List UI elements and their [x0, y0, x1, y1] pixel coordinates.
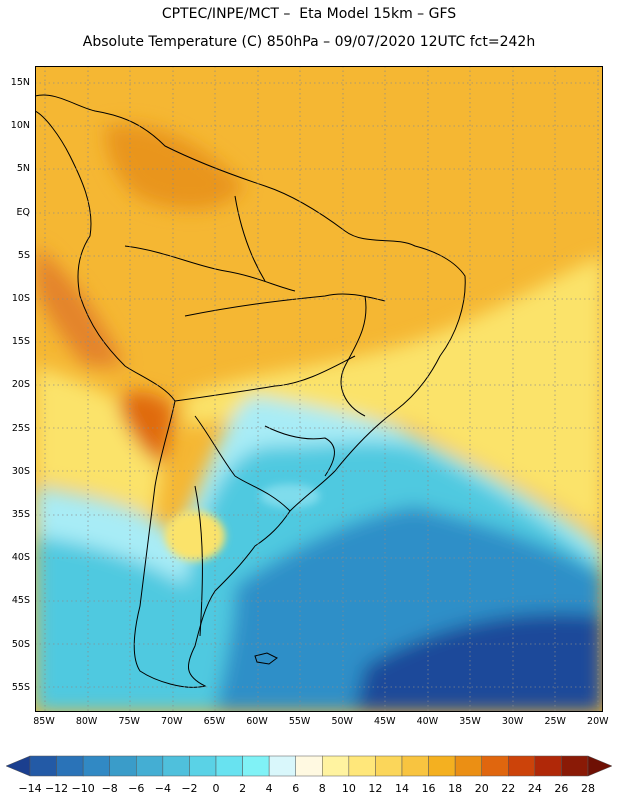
colorbar-swatch — [82, 755, 110, 777]
colorbar-swatch — [322, 755, 350, 777]
colorbar-tick-label: 12 — [368, 782, 383, 795]
lon-tick-label: 75W — [118, 716, 140, 727]
colorbar-tick-label: 24 — [527, 782, 542, 795]
colorbar-swatch — [454, 755, 482, 777]
colorbar-swatch — [189, 755, 217, 777]
colorbar-swatch — [242, 755, 270, 777]
colorbar-tick-label: 22 — [501, 782, 516, 795]
warm-patch-north — [105, 124, 245, 210]
colorbar-swatch — [348, 755, 376, 777]
country-border-5 — [194, 415, 291, 512]
hot-zone-andes — [120, 391, 175, 466]
colorbar-swatch — [481, 755, 509, 777]
colorbar-tick-label: 6 — [292, 782, 300, 795]
lon-tick-label: 85W — [33, 716, 55, 727]
colorbar-tick-label: −10 — [71, 782, 95, 795]
colorbar-tick-label: −6 — [128, 782, 145, 795]
lon-tick-label: 70W — [161, 716, 183, 727]
temperature-map — [35, 66, 603, 712]
colorbar-right-arrow — [587, 755, 612, 777]
cold-patch-patagonia — [165, 511, 225, 561]
lat-tick-label: 5S — [17, 249, 30, 261]
country-border-8 — [340, 295, 367, 417]
lat-tick-label: 10S — [11, 293, 30, 304]
country-border-1 — [174, 355, 356, 402]
lat-tick-label: 15S — [11, 336, 30, 348]
lat-tick-label: 45S — [11, 595, 30, 607]
colorbar-tick-label: 26 — [554, 782, 569, 795]
colorbar-swatch — [508, 755, 536, 777]
map-frame — [35, 66, 603, 712]
hot-zone-northwest — [35, 246, 125, 366]
colorbar-tick-label: −8 — [101, 782, 118, 795]
colorbar-swatch — [268, 755, 296, 777]
lon-tick-label: 60W — [246, 716, 268, 727]
continent-outlines — [35, 94, 466, 688]
lon-tick-label: 25W — [544, 716, 566, 727]
lon-tick-label: 35W — [459, 716, 481, 727]
lon-tick-label: 40W — [416, 716, 439, 727]
lat-tick-label: 55S — [11, 681, 30, 693]
lon-tick-label: 80W — [75, 716, 98, 727]
cool-patch-plata — [260, 484, 320, 508]
lon-tick-label: 55W — [288, 716, 311, 727]
colorbar-swatch — [375, 755, 403, 777]
lat-tick-label: 15N — [10, 77, 30, 88]
lon-tick-label: 65W — [203, 716, 226, 727]
chart-title-line2: Absolute Temperature (C) 850hPa – 09/07/… — [82, 34, 536, 50]
colorbar-swatch — [109, 755, 137, 777]
lat-tick-label: 40S — [11, 552, 30, 564]
country-border-6 — [194, 485, 203, 637]
colorbar-swatch — [534, 755, 562, 777]
colorbar-swatch — [401, 755, 429, 777]
colorbar — [6, 755, 612, 777]
colorbar-tick-label: 14 — [395, 782, 409, 795]
colorbar-swatch — [162, 755, 190, 777]
south-america-coast — [35, 94, 466, 688]
lat-tick-label: 25S — [11, 422, 30, 434]
colorbar-swatch — [56, 755, 84, 777]
colorbar-tick-label: 28 — [581, 782, 595, 795]
lat-tick-label: 50S — [11, 638, 30, 650]
falklands — [254, 652, 278, 665]
lat-tick-label: EQ — [16, 206, 30, 218]
lat-tick-label: 20S — [11, 379, 30, 391]
chart-title-line1: CPTEC/INPE/MCT – Eta Model 15km – GFS — [161, 6, 457, 22]
lon-tick-label: 20W — [587, 716, 609, 727]
colorbar-tick-label: 16 — [421, 782, 436, 795]
colorbar-tick-label: 10 — [341, 782, 356, 795]
colorbar-tick-label: 18 — [448, 782, 463, 795]
colorbar-tick-label: 4 — [265, 782, 273, 795]
lat-tick-label: 5N — [16, 163, 30, 175]
coldest-zone — [355, 613, 603, 712]
colorbar-tick-label: −2 — [181, 782, 198, 795]
lat-tick-label: 35S — [11, 509, 30, 520]
colorbar-tick-label: −12 — [44, 782, 69, 795]
country-border-7 — [234, 195, 266, 282]
mild-zone-south-atlantic — [185, 256, 603, 536]
country-border-2 — [184, 293, 386, 317]
colorbar-tick-label: −14 — [18, 782, 42, 795]
lon-tick-label: 50W — [331, 716, 353, 727]
colorbar-tick-label: 20 — [474, 782, 489, 795]
colorbar-tick-label: 2 — [239, 782, 247, 795]
colorbar-swatch — [295, 755, 323, 777]
mild-zone-pacific — [35, 366, 165, 516]
colorbar-swatch — [428, 755, 456, 777]
colorbar-swatch — [136, 755, 164, 777]
graticule — [35, 66, 603, 712]
colorbar-left-arrow — [6, 755, 31, 777]
colorbar-swatch — [29, 755, 57, 777]
country-border-3 — [124, 245, 296, 292]
colorbar-swatch — [215, 755, 243, 777]
colorbar-tick-label: 0 — [212, 782, 220, 795]
lon-tick-label: 45W — [374, 716, 396, 727]
lat-tick-label: 10N — [10, 120, 30, 132]
colorbar-tick-label: 8 — [318, 782, 326, 795]
colorbar-swatch — [561, 755, 589, 777]
colorbar-tick-label: −4 — [154, 782, 171, 795]
lat-tick-label: 30S — [11, 465, 30, 477]
country-border-4 — [264, 425, 335, 477]
lon-tick-label: 30W — [501, 716, 524, 727]
